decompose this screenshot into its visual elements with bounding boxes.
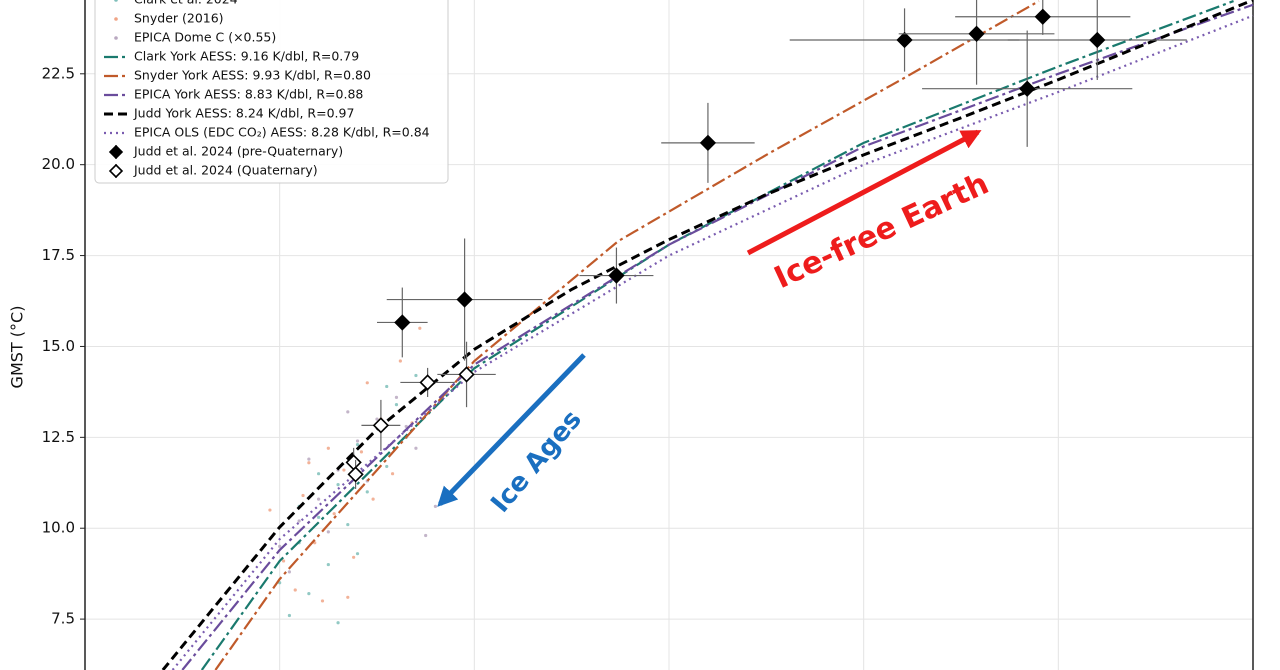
legend-marker [108,144,124,160]
legend-label: EPICA York AESS: 8.83 K/dbl, R=0.88 [134,87,363,102]
y-tick-label: 17.5 [42,246,75,264]
legend-label: Clark et al. 2024 [134,0,238,7]
scatter-point [317,472,321,476]
scatter-point [332,512,336,516]
scatter-point [268,508,272,512]
annotation-arrow [746,129,982,256]
data-point [419,374,436,391]
scatter-point [320,599,325,603]
fit-line [214,0,1040,670]
data-point [1089,31,1106,49]
legend-label: Judd et al. 2024 (pre-Quaternary) [133,144,343,159]
legend-marker [114,0,118,2]
scatter-point [326,446,330,450]
scatter-point [293,588,297,592]
y-tick-label: 15.0 [42,337,75,355]
scatter-point [355,443,360,447]
y-axis-label: GMST (°C) [8,306,27,389]
scatter-point [371,497,375,501]
y-tick-label: 10.0 [42,519,75,537]
scatter-point [359,450,364,454]
annotation-arrow [437,353,586,507]
legend-label: Snyder (2016) [134,11,224,26]
scatter-point [317,497,321,501]
y-tick-label: 12.5 [42,428,75,446]
data-point [896,31,913,49]
legend: Clark et al. 2024 Snyder (2016) EPICA Dome… [94,0,449,184]
legend-box [94,0,449,184]
y-tick-label: 20.0 [42,155,75,173]
scatter-point [355,439,360,443]
scatter-point [394,403,399,407]
legend-label: EPICA Dome C (×0.55) [134,30,276,45]
legend-label: Judd York AESS: 8.24 K/dbl, R=0.97 [133,106,354,121]
legend-label: Judd et al. 2024 (Quaternary) [133,163,318,178]
data-point [458,366,475,383]
fit-line [181,3,1254,670]
scatter-point [346,410,350,414]
data-point [1034,8,1051,25]
annotation-text: Ice-free Earth [769,166,994,296]
data-point [347,466,364,483]
data-point [394,314,411,331]
scatter-point [278,544,282,548]
scatter-point [390,472,395,476]
legend-marker [114,17,118,21]
scatter-point [297,519,301,523]
scatter-point [336,482,340,487]
scatter-point [398,359,402,363]
y-tick-label: 7.5 [51,610,75,628]
scatter-point [287,613,291,618]
scatter-point [287,570,291,574]
fit-line [171,14,1254,670]
scatter-point [326,530,330,534]
data-point [968,25,985,42]
scatter-point [404,424,408,429]
scatter-point [414,446,418,450]
scatter-point [342,468,346,472]
legend-marker [114,36,118,40]
scatter-point [307,592,311,596]
scatter-point [394,395,399,399]
scatter-point [385,464,389,469]
scatter-point [375,417,379,421]
scatter-point [365,381,369,385]
scatter-point [418,326,422,330]
data-point [372,417,390,434]
legend-label: Clark York AESS: 9.16 K/dbl, R=0.79 [134,49,359,64]
data-point [456,291,473,308]
scatter-point [355,552,360,556]
fit-line [161,0,1254,670]
scatter-point [317,515,321,519]
scatter-point [307,457,311,461]
scatter-point [365,490,369,494]
scatter-point [301,493,305,498]
scatter-point [326,562,330,567]
scatter-point [424,533,428,538]
data-point [699,134,717,152]
annotation-text: Ice Ages [485,405,587,519]
legend-label: Snyder York AESS: 9.93 K/dbl, R=0.80 [134,68,371,83]
scatter-point [281,559,286,563]
legend-marker [108,163,124,179]
scatter-point [346,522,350,527]
legend-label: EPICA OLS (EDC CO₂) AESS: 8.28 K/dbl, R=… [134,125,430,140]
data-point [608,267,625,284]
y-tick-label: 22.5 [42,64,75,82]
scatter-point [307,461,311,465]
scatter-point [414,373,418,378]
data-point [1019,80,1036,97]
scatter-point [385,384,389,389]
scatter-point [352,555,356,559]
scatter-point [433,504,437,509]
scatter-point [346,595,350,599]
scatter-point [336,621,340,625]
